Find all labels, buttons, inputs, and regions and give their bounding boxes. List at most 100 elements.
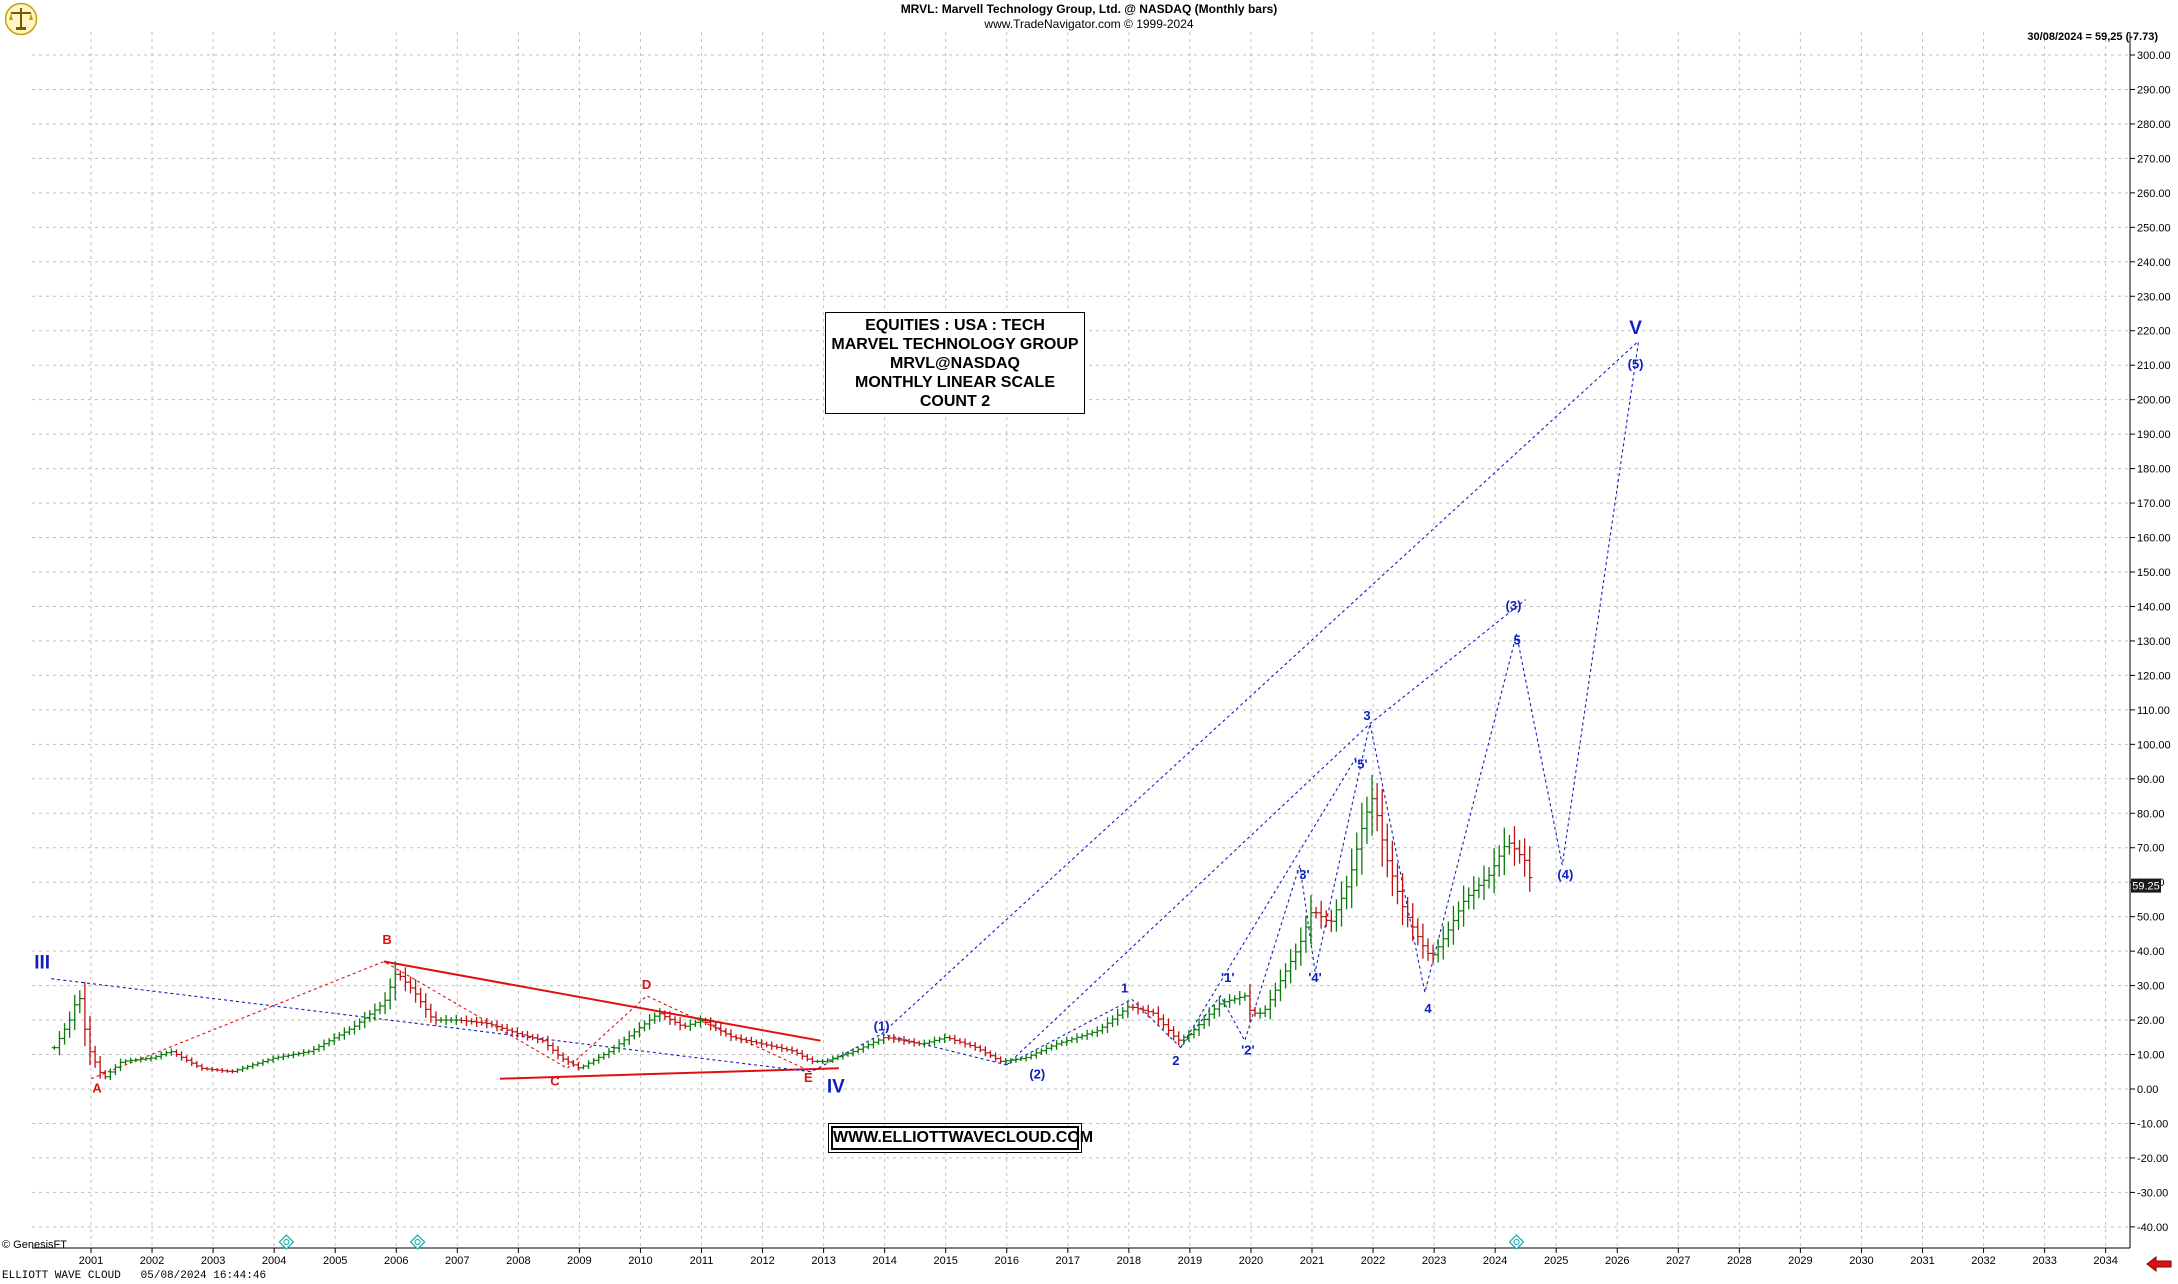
y-tick-label: 210.00 <box>2137 360 2171 372</box>
x-tick-label: 2002 <box>140 1255 164 1267</box>
x-tick-label: 2030 <box>1849 1255 1873 1267</box>
last-quote: 30/08/2024 = 59,25 (-7.73) <box>2027 31 2158 43</box>
x-tick-label: 2016 <box>995 1255 1019 1267</box>
x-tick-label: 2017 <box>1056 1255 1080 1267</box>
y-tick-label: 200.00 <box>2137 395 2171 407</box>
x-tick-label: 2013 <box>811 1255 835 1267</box>
y-tick-label: 270.00 <box>2137 153 2171 165</box>
wave-label: 2 <box>1172 1053 1179 1068</box>
trendline <box>499 1067 839 1080</box>
time-marker-dot <box>283 1239 290 1245</box>
scales-logo-icon <box>4 2 38 36</box>
x-tick-label: 2014 <box>872 1255 896 1267</box>
wave-label: '5' <box>1354 756 1367 771</box>
y-tick-label: 80.00 <box>2137 808 2165 820</box>
wave-path <box>1006 599 1527 1066</box>
x-tick-label: 2033 <box>2032 1255 2056 1267</box>
wave-label: C <box>550 1074 560 1089</box>
wave-label: (4) <box>1557 867 1573 882</box>
time-marker-icon <box>1508 1234 1525 1250</box>
wave-label: (3) <box>1506 598 1522 613</box>
wave-label: III <box>34 952 50 973</box>
x-tick-label: 2008 <box>506 1255 530 1267</box>
y-tick-label: 300.00 <box>2137 50 2171 62</box>
wave-label: '1' <box>1221 970 1234 985</box>
x-tick-label: 2029 <box>1788 1255 1812 1267</box>
wave-label: 1 <box>1121 980 1128 995</box>
footer-brand: ELLIOTT WAVE CLOUD 05/08/2024 16:44:46 <box>2 1270 266 1282</box>
x-tick-label: 2003 <box>201 1255 225 1267</box>
x-tick-label: 2005 <box>323 1255 347 1267</box>
y-tick-label: 250.00 <box>2137 222 2171 234</box>
x-tick-label: 2022 <box>1361 1255 1385 1267</box>
x-tick-label: 2006 <box>384 1255 408 1267</box>
wave-label: '3' <box>1296 867 1309 882</box>
scroll-left-arrow-icon[interactable] <box>2146 1256 2172 1272</box>
chart-subtitle: www.TradeNavigator.com © 1999-2024 <box>984 17 1194 31</box>
wave-label: 3 <box>1363 708 1370 723</box>
y-tick-label: 20.00 <box>2137 1015 2165 1027</box>
y-tick-label: 170.00 <box>2137 498 2171 510</box>
wave-label: A <box>92 1080 102 1095</box>
y-tick-label: 10.00 <box>2137 1050 2165 1062</box>
x-tick-label: 2012 <box>750 1255 774 1267</box>
wave-label: V <box>1629 318 1642 339</box>
y-tick-label: 140.00 <box>2137 601 2171 613</box>
last-price-value: 59.25 <box>2132 881 2160 893</box>
time-marker-dot <box>1513 1239 1520 1245</box>
info-line: MONTHLY LINEAR SCALE <box>854 374 1055 391</box>
y-tick-label: 220.00 <box>2137 326 2171 338</box>
x-tick-label: 2018 <box>1117 1255 1141 1267</box>
trendline <box>383 960 821 1042</box>
x-tick-label: 2001 <box>79 1255 103 1267</box>
y-tick-label: 160.00 <box>2137 533 2171 545</box>
x-tick-label: 2024 <box>1483 1255 1507 1267</box>
footer-timestamp: 05/08/2024 16:44:46 <box>140 1270 267 1282</box>
wave-path <box>90 960 812 1080</box>
y-tick-label: 90.00 <box>2137 774 2165 786</box>
x-tick-label: 2015 <box>933 1255 957 1267</box>
x-tick-label: 2011 <box>690 1255 714 1267</box>
y-tick-label: 260.00 <box>2137 188 2171 200</box>
x-tick-label: 2027 <box>1666 1255 1690 1267</box>
wave-label: '4' <box>1308 970 1321 985</box>
y-tick-label: -30.00 <box>2137 1187 2168 1199</box>
y-tick-label: 150.00 <box>2137 567 2171 579</box>
y-tick-label: 280.00 <box>2137 119 2171 131</box>
x-tick-label: 2034 <box>2093 1255 2117 1267</box>
chart-title: MRVL: Marvell Technology Group, Ltd. @ N… <box>900 2 1278 16</box>
x-tick-label: 2025 <box>1544 1255 1568 1267</box>
wave-label: E <box>804 1070 813 1085</box>
y-tick-label: 290.00 <box>2137 84 2171 96</box>
y-tick-label: 130.00 <box>2137 636 2171 648</box>
wave-label: (1) <box>874 1018 890 1033</box>
info-line: MARVEL TECHNOLOGY GROUP <box>831 336 1079 353</box>
y-tick-label: 40.00 <box>2137 946 2165 958</box>
y-tick-label: 50.00 <box>2137 912 2165 924</box>
y-tick-label: 120.00 <box>2137 670 2171 682</box>
footer-brand-name: ELLIOTT WAVE CLOUD <box>2 1270 121 1282</box>
time-marker-icon <box>278 1234 295 1250</box>
wave-label: '2' <box>1241 1043 1254 1058</box>
wave-path <box>881 341 1640 1066</box>
time-marker-dot <box>414 1239 421 1245</box>
y-tick-label: 110.00 <box>2137 705 2170 717</box>
y-tick-label: -40.00 <box>2137 1222 2168 1234</box>
x-tick-label: 2021 <box>1300 1255 1324 1267</box>
wave-label: 5 <box>1514 632 1521 647</box>
y-tick-label: 240.00 <box>2137 257 2171 269</box>
y-tick-label: 230.00 <box>2137 291 2171 303</box>
y-tick-label: 70.00 <box>2137 843 2165 855</box>
data-provider-label: © GenesisFT <box>2 1239 67 1251</box>
x-tick-label: 2032 <box>1971 1255 1995 1267</box>
x-tick-label: 2004 <box>262 1255 286 1267</box>
y-tick-label: 190.00 <box>2137 429 2171 441</box>
x-tick-label: 2031 <box>1910 1255 1934 1267</box>
y-tick-label: 100.00 <box>2137 739 2171 751</box>
x-tick-label: 2019 <box>1178 1255 1202 1267</box>
info-line: EQUITIES : USA : TECH <box>865 317 1045 334</box>
wave-label: (2) <box>1029 1067 1045 1082</box>
x-tick-label: 2020 <box>1239 1255 1263 1267</box>
x-tick-label: 2023 <box>1422 1255 1446 1267</box>
